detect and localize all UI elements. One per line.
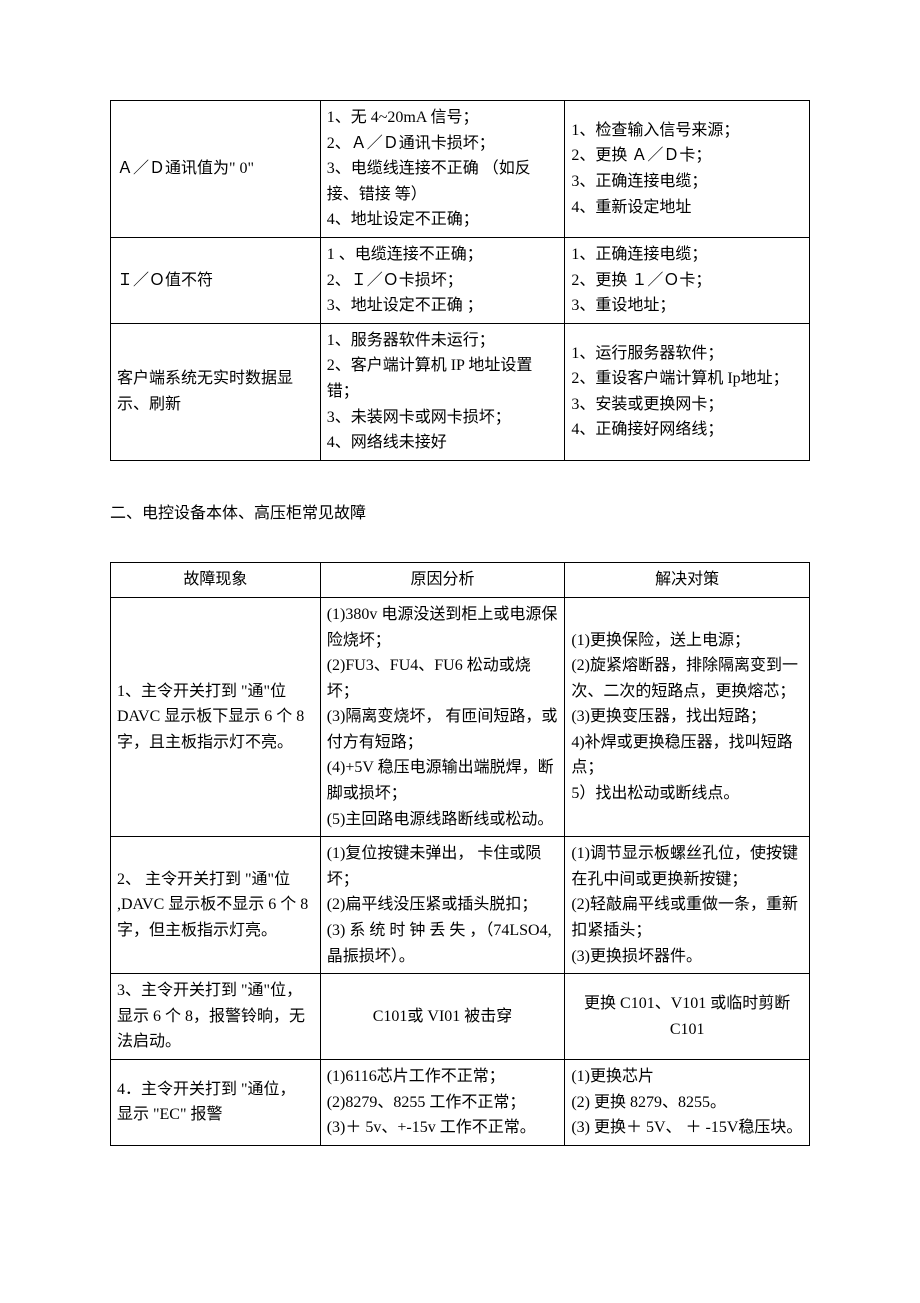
cell-cause: 1、服务器软件未运行；2、客户端计算机 IP 地址设置错；3、未装网卡或网卡损坏… bbox=[320, 323, 565, 460]
cell-cause: (1)380v 电源没送到柜上或电源保险烧坏；(2)FU3、FU4、FU6 松动… bbox=[320, 597, 565, 836]
cell-symptom: 1、主令开关打到 "通"位 DAVC 显示板下显示 6 个 8 字，且主板指示灯… bbox=[111, 597, 321, 836]
table-row: Ａ／Ｄ通讯值为" 0" 1、无 4~20mA 信号；2、Ａ／Ｄ通讯卡损坏；3、电… bbox=[111, 101, 810, 238]
cell-solution: 1、检查输入信号来源；2、更换 Ａ／Ｄ卡；3、正确连接电缆；4、重新设定地址 bbox=[565, 101, 810, 238]
cell-cause: 1 、电缆连接不正确；2、Ｉ／Ｏ卡损坏；3、地址设定不正确 ； bbox=[320, 237, 565, 323]
cell-solution: (1)更换保险，送上电源；(2)旋紧熔断器，排除隔离变到一次、二次的短路点，更换… bbox=[565, 597, 810, 836]
troubleshooting-table-2: 故障现象 原因分析 解决对策 1、主令开关打到 "通"位 DAVC 显示板下显示… bbox=[110, 562, 810, 1145]
cell-symptom: 3、主令开关打到 "通"位，显示 6 个 8，报警铃晌，无法启动。 bbox=[111, 974, 321, 1060]
cell-cause: (1)6116芯片工作不正常；(2)8279、8255 工作不正常；(3)＋ 5… bbox=[320, 1060, 565, 1146]
troubleshooting-table-1: Ａ／Ｄ通讯值为" 0" 1、无 4~20mA 信号；2、Ａ／Ｄ通讯卡损坏；3、电… bbox=[110, 100, 810, 461]
header-cause: 原因分析 bbox=[320, 563, 565, 598]
cell-cause: C101或 VI01 被击穿 bbox=[320, 974, 565, 1060]
table-row: 1、主令开关打到 "通"位 DAVC 显示板下显示 6 个 8 字，且主板指示灯… bbox=[111, 597, 810, 836]
header-solution: 解决对策 bbox=[565, 563, 810, 598]
cell-cause: 1、无 4~20mA 信号；2、Ａ／Ｄ通讯卡损坏；3、电缆线连接不正确 （如反接… bbox=[320, 101, 565, 238]
cell-symptom: 客户端系统无实时数据显示、刷新 bbox=[111, 323, 321, 460]
cell-solution: (1)更换芯片(2) 更换 8279、8255。(3) 更换＋ 5V、 ＋ -1… bbox=[565, 1060, 810, 1146]
cell-symptom: 2、 主令开关打到 "通"位 ,DAVC 显示板不显示 6 个 8 字，但主板指… bbox=[111, 837, 321, 974]
table-row: 4．主令开关打到 "通位， 显示 "EC" 报警 (1)6116芯片工作不正常；… bbox=[111, 1060, 810, 1146]
section-2-title: 二、电控设备本体、高压柜常见故障 bbox=[110, 501, 810, 527]
cell-solution: 更换 C101、V101 或临时剪断 C101 bbox=[565, 974, 810, 1060]
cell-symptom: Ａ／Ｄ通讯值为" 0" bbox=[111, 101, 321, 238]
table-row: 客户端系统无实时数据显示、刷新 1、服务器软件未运行；2、客户端计算机 IP 地… bbox=[111, 323, 810, 460]
table-row: 3、主令开关打到 "通"位，显示 6 个 8，报警铃晌，无法启动。 C101或 … bbox=[111, 974, 810, 1060]
cell-cause: (1)复位按键未弹出， 卡住或陨坏；(2)扁平线没压紧或插头脱扣；(3) 系 统… bbox=[320, 837, 565, 974]
table-header-row: 故障现象 原因分析 解决对策 bbox=[111, 563, 810, 598]
cell-symptom: 4．主令开关打到 "通位， 显示 "EC" 报警 bbox=[111, 1060, 321, 1146]
header-symptom: 故障现象 bbox=[111, 563, 321, 598]
cell-solution: 1、运行服务器软件；2、重设客户端计算机 Ip地址；3、安装或更换网卡；4、正确… bbox=[565, 323, 810, 460]
cell-solution: (1)调节显示板螺丝孔位，使按键在孔中间或更换新按键；(2)轻敲扁平线或重做一条… bbox=[565, 837, 810, 974]
cell-solution: 1、正确连接电缆；2、更换 １／Ｏ卡；3、重设地址； bbox=[565, 237, 810, 323]
table-row: 2、 主令开关打到 "通"位 ,DAVC 显示板不显示 6 个 8 字，但主板指… bbox=[111, 837, 810, 974]
cell-symptom: Ｉ／Ｏ值不符 bbox=[111, 237, 321, 323]
table-row: Ｉ／Ｏ值不符 1 、电缆连接不正确；2、Ｉ／Ｏ卡损坏；3、地址设定不正确 ； 1… bbox=[111, 237, 810, 323]
